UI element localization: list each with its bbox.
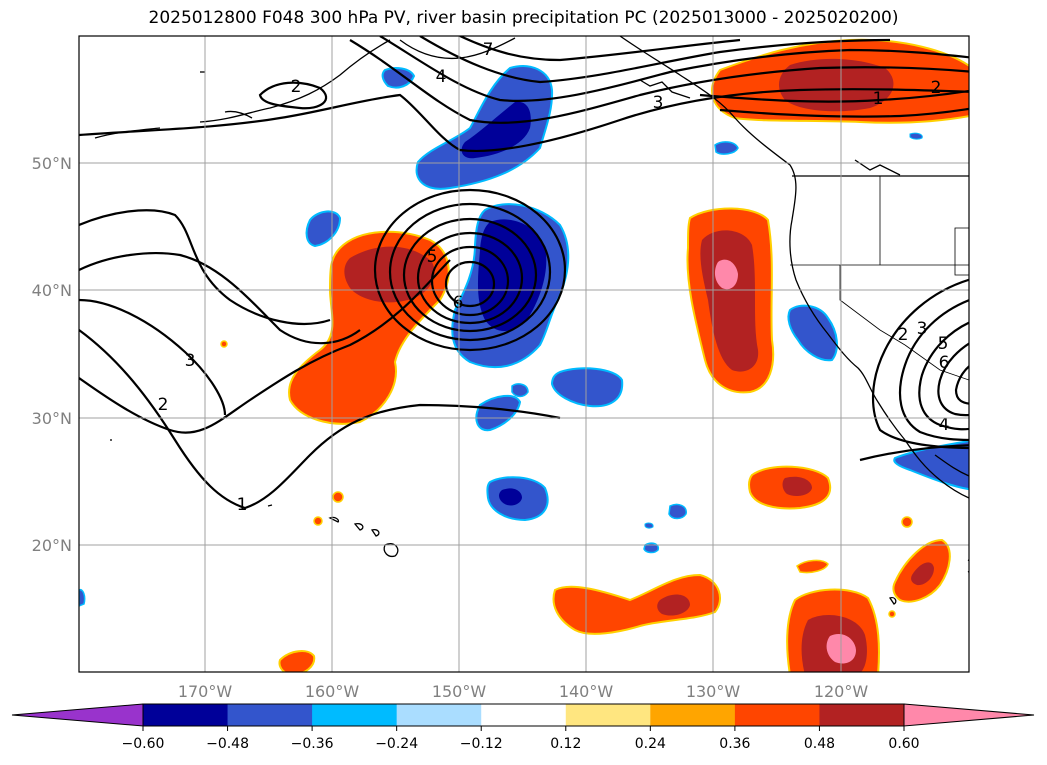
latitude-labels: 50°N 40°N 30°N 20°N <box>32 154 72 555</box>
contour-label: 6 <box>453 293 464 313</box>
contour-label: 2 <box>931 78 942 98</box>
contour-label: 3 <box>917 319 928 339</box>
colorbar-tick-label: 0.60 <box>888 736 919 752</box>
contour-label: 4 <box>436 67 447 87</box>
longitude-labels: 170°W 160°W 150°W 140°W 130°W 120°W <box>178 682 869 701</box>
colorbar-segment <box>481 704 567 726</box>
contour-label: 7 <box>483 40 494 60</box>
lat-label: 50°N <box>32 154 72 173</box>
lon-label: 160°W <box>305 682 360 701</box>
lat-label: 30°N <box>32 409 72 428</box>
colorbar-segment <box>312 704 398 726</box>
pv-contours <box>79 36 969 510</box>
colorbar-segment <box>819 704 905 726</box>
colorbar-segment <box>143 704 229 726</box>
lat-label: 20°N <box>32 536 72 555</box>
colorbar-tick-label: −0.24 <box>375 736 418 752</box>
colorbar-tick-label: −0.48 <box>206 736 249 752</box>
colorbar: −0.60 −0.48 −0.36 −0.24 −0.12 0.12 0.24 0.36 0.4… <box>11 703 1035 752</box>
colorbar-segment <box>734 704 820 726</box>
colorbar-segment <box>565 704 651 726</box>
lon-label: 170°W <box>178 682 233 701</box>
colorbar-segments <box>11 703 1035 727</box>
colorbar-tick-label: −0.12 <box>460 736 503 752</box>
colorbar-segment <box>650 704 736 726</box>
negative-precip-shading <box>79 65 969 607</box>
contour-label: 5 <box>427 247 438 267</box>
colorbar-tick-label: −0.60 <box>122 736 165 752</box>
map-title: 2025012800 F048 300 hPa PV, river basin … <box>148 8 899 28</box>
colorbar-extend-low <box>11 703 144 727</box>
contour-label: 6 <box>939 353 950 373</box>
colorbar-tick-label: 0.36 <box>719 736 750 752</box>
colorbar-tick-label: 0.48 <box>804 736 835 752</box>
map-frame <box>78 35 970 673</box>
colorbar-border <box>142 703 905 727</box>
colorbar-tick-label: 0.24 <box>635 736 666 752</box>
contour-label: 3 <box>653 93 664 113</box>
lon-label: 130°W <box>686 682 741 701</box>
lon-label: 140°W <box>559 682 614 701</box>
contour-label: 4 <box>939 415 950 435</box>
colorbar-tick-label: 0.12 <box>550 736 581 752</box>
colorbar-segment <box>227 704 313 726</box>
lon-label: 120°W <box>814 682 869 701</box>
contour-label: 5 <box>938 334 949 354</box>
contour-label: 1 <box>873 89 884 109</box>
lon-label: 150°W <box>432 682 487 701</box>
contour-label: 2 <box>158 395 169 415</box>
colorbar-extend-high <box>903 703 1035 727</box>
contour-label: 3 <box>185 351 196 371</box>
colorbar-tick-label: −0.36 <box>291 736 334 752</box>
contour-label: 1 <box>237 495 248 515</box>
contour-label: 2 <box>898 325 909 345</box>
contour-label-group: 1 2 3 4 5 6 7 2 3 1 2 2 3 5 6 4 <box>158 40 950 515</box>
contour-label: 2 <box>291 77 302 97</box>
colorbar-segment <box>396 704 482 726</box>
lat-label: 40°N <box>32 281 72 300</box>
colorbar-ticks: −0.60 −0.48 −0.36 −0.24 −0.12 0.12 0.24 0.36 0.4… <box>122 726 920 752</box>
gridlines <box>79 36 969 672</box>
